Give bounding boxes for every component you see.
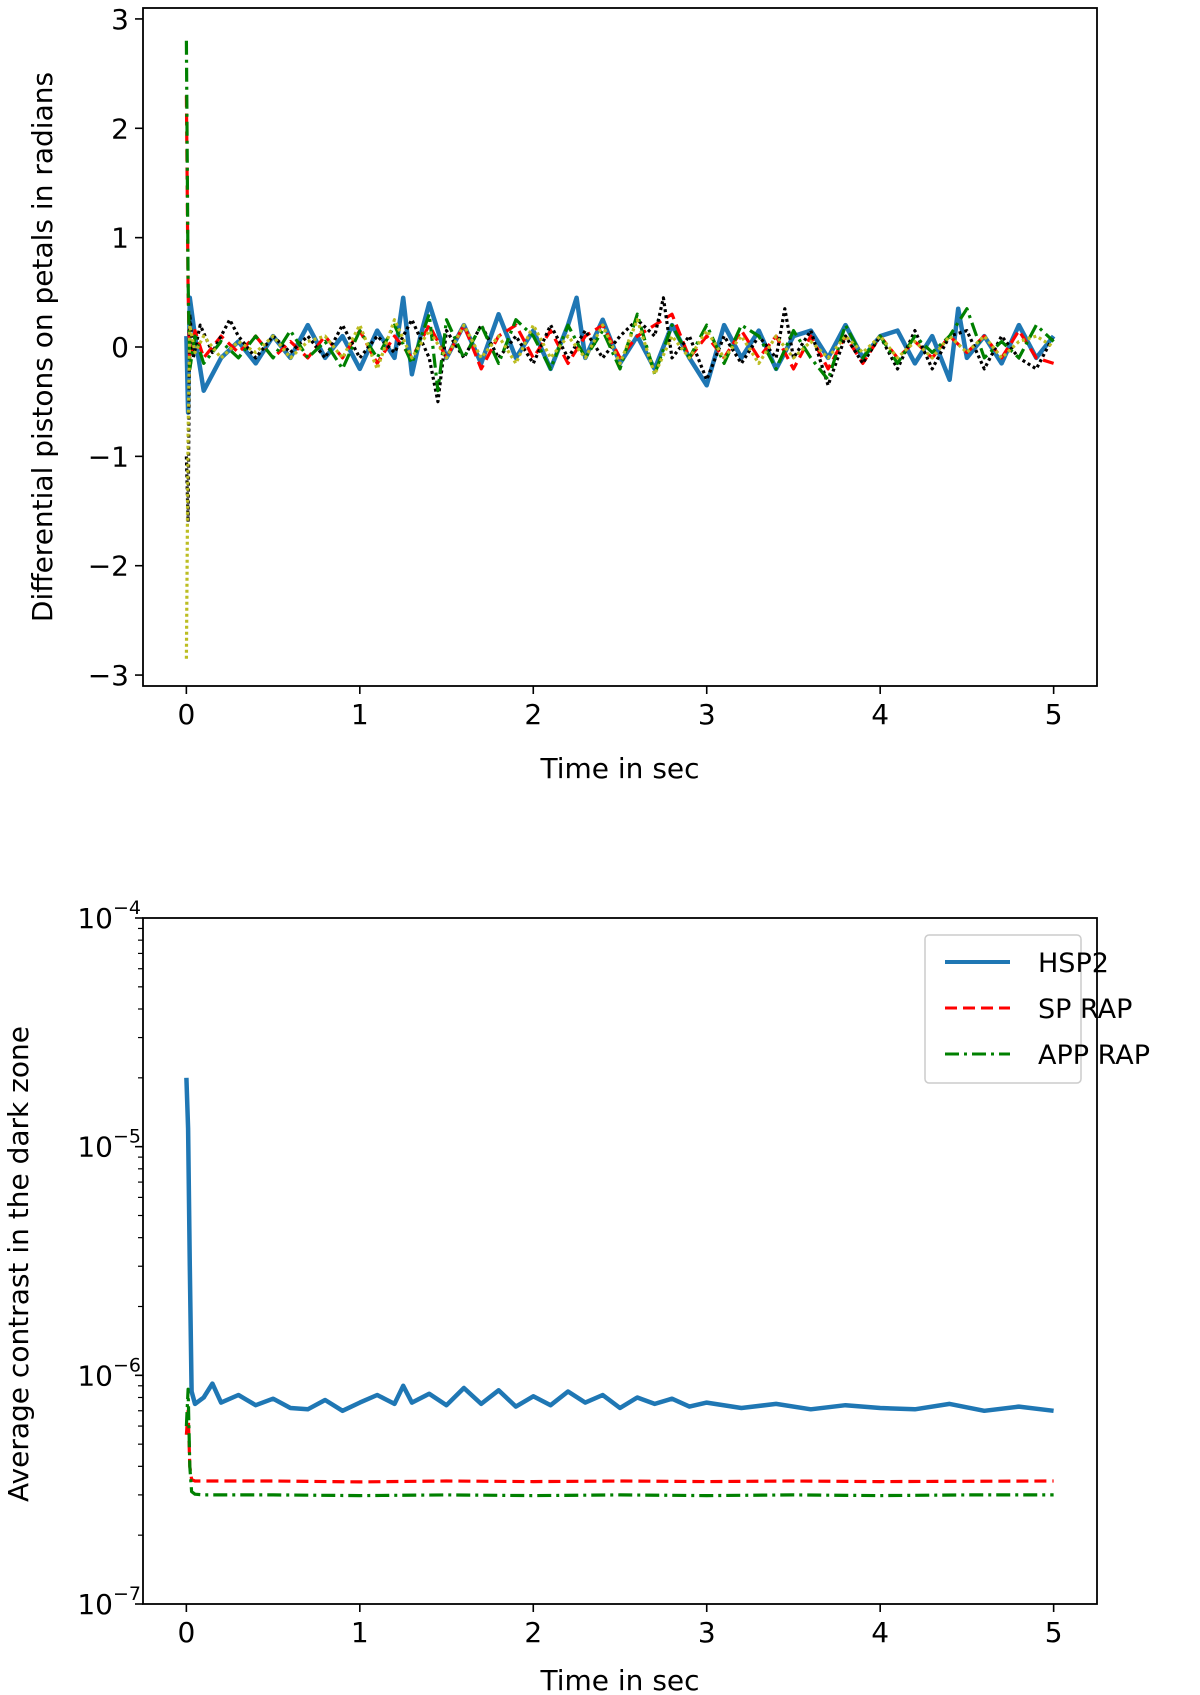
y-tick-label: 2 [111, 112, 129, 145]
series-line-0-2 [184, 296, 1056, 524]
y-tick-label: 3 [111, 3, 129, 36]
x-axis: 0 1 2 3 4 5 [177, 686, 1063, 731]
y-tick-label: −2 [88, 550, 129, 583]
x-tick-label: 3 [698, 698, 716, 731]
x-tick-label: 3 [698, 1616, 716, 1649]
y-tick-base: 10 [77, 902, 113, 935]
series-line-0-4 [184, 318, 1055, 659]
y-axis: 10−710−610−510−4 [77, 897, 143, 1621]
y-tick-label: 10 [77, 1131, 113, 1164]
series-group [184, 40, 1056, 659]
series-line-0-1 [184, 95, 1055, 371]
x-tick-label: 1 [351, 698, 369, 731]
legend-label: HSP2 [1038, 948, 1109, 979]
y-tick-label: 10 [77, 1588, 113, 1621]
y-tick-label: 10 [77, 1359, 113, 1392]
series-line-0-3 [184, 40, 1055, 393]
y-tick-base: 10 [77, 1131, 113, 1164]
y-tick-base: 10 [77, 1359, 113, 1392]
y-tick-label: 10 [77, 902, 113, 935]
x-tick-label: 1 [351, 1616, 369, 1649]
y-axis-label: Differential pistons on petals in radian… [26, 72, 59, 622]
x-tick-label: 5 [1045, 698, 1063, 731]
axes-frame [142, 917, 1098, 1605]
y-tick-exponent: −5 [113, 1126, 141, 1148]
x-axis-label: Time in sec [539, 1664, 699, 1695]
y-tick-exponent: −7 [113, 1583, 141, 1605]
y-tick-label: −1 [88, 440, 129, 473]
series-line-app-rap [184, 1387, 1054, 1498]
x-tick-label: 4 [871, 698, 889, 731]
x-axis-label: Time in sec [539, 752, 699, 785]
legend-label: APP RAP [1038, 1040, 1150, 1071]
legend: HSP2 SP RAP APP RAP [924, 934, 1150, 1084]
series-line-sp-rap [184, 1409, 1054, 1484]
x-tick-label: 0 [177, 698, 195, 731]
x-tick-label: 2 [524, 698, 542, 731]
x-axis: 0 1 2 3 4 5 [177, 1604, 1063, 1649]
x-tick-label: 5 [1045, 1616, 1063, 1649]
y-tick-base: 10 [77, 1588, 113, 1621]
x-tick-label: 4 [871, 1616, 889, 1649]
legend-label: SP RAP [1038, 994, 1132, 1025]
y-tick-label: 0 [111, 331, 129, 364]
y-tick-exponent: −4 [113, 897, 141, 919]
y-tick-label: 1 [111, 222, 129, 255]
y-tick-label: −3 [88, 659, 129, 692]
series-group [184, 1077, 1054, 1498]
y-axis: −3 −2 −1 0 1 2 3 [88, 3, 143, 692]
x-tick-label: 2 [524, 1616, 542, 1649]
x-tick-label: 0 [177, 1616, 195, 1649]
y-tick-exponent: −6 [113, 1354, 141, 1376]
series-line-hsp2 [184, 1077, 1054, 1414]
pistons-chart: 0 1 2 3 4 5 −3 −2 −1 0 1 2 3 Time in sec Differenti… [26, 3, 1098, 785]
y-axis-label: Average contrast in the dark zone [2, 1026, 35, 1502]
